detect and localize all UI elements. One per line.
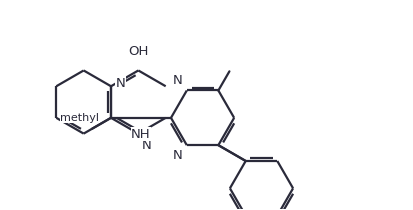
Text: N: N: [141, 139, 151, 152]
Text: N: N: [173, 149, 183, 162]
Text: NH: NH: [131, 128, 150, 141]
Text: methyl: methyl: [60, 113, 99, 123]
Text: N: N: [116, 77, 126, 90]
Text: OH: OH: [128, 45, 148, 58]
Text: N: N: [173, 74, 183, 87]
